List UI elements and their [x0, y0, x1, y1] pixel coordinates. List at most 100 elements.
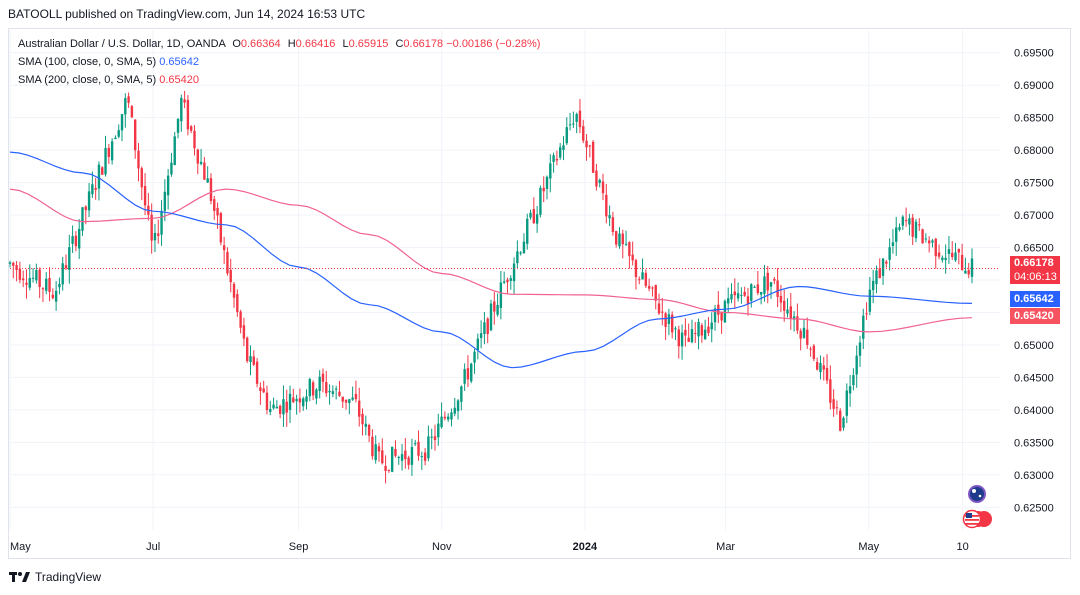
candle-body [325, 382, 328, 394]
candle [351, 386, 354, 401]
candle-body [493, 301, 496, 312]
y-tick-label: 0.69000 [1014, 80, 1054, 92]
candle [908, 213, 911, 236]
candle-body [845, 390, 849, 416]
open-value: 0.66364 [240, 38, 281, 50]
candle-body [110, 141, 114, 161]
bar-countdown: 04:06:13 [1014, 271, 1057, 283]
candle-body [265, 392, 269, 410]
candle [305, 389, 308, 410]
sma200-value: 0.65420 [159, 74, 199, 86]
candle [64, 254, 68, 270]
candle-body [189, 126, 193, 131]
candle [947, 236, 951, 264]
candle-body [918, 224, 921, 226]
candle-body [756, 284, 760, 294]
candle [216, 202, 219, 229]
candle-body [924, 238, 928, 240]
candle [450, 408, 453, 427]
candle [394, 440, 397, 458]
candle-body [483, 322, 486, 335]
candle [443, 411, 447, 421]
candle [71, 225, 74, 253]
chart-frame[interactable] [8, 28, 1071, 559]
candle-body [364, 423, 368, 427]
candle [753, 285, 756, 288]
candle [427, 425, 430, 462]
candle [871, 269, 875, 304]
candle-body [87, 191, 91, 211]
candle [575, 112, 578, 134]
candle-body [694, 332, 697, 334]
candle-body [64, 265, 68, 269]
sma200-label: SMA (200, close, 0, SMA, 5) [18, 74, 157, 86]
candle-body [8, 262, 12, 264]
candle-body [618, 233, 621, 247]
candle [367, 423, 371, 443]
candle [157, 219, 160, 244]
candle-body [466, 368, 470, 380]
candle-body [852, 375, 855, 386]
candle [377, 442, 381, 462]
candle [166, 168, 170, 210]
candle [542, 176, 545, 203]
candle [430, 428, 433, 450]
candle-body [842, 417, 845, 428]
candle [558, 143, 562, 160]
candle [664, 311, 667, 341]
candle-body [552, 155, 555, 162]
symbol-name[interactable]: Australian Dollar / U.S. Dollar, 1D, OAN… [18, 38, 226, 50]
candle [348, 398, 351, 415]
candle-body [470, 363, 473, 382]
event-markers[interactable] [958, 481, 992, 531]
candle [743, 286, 746, 297]
candle [12, 261, 15, 279]
legend-sma200-row[interactable]: SMA (200, close, 0, SMA, 5) 0.65420 [18, 71, 540, 89]
candle-body [638, 279, 641, 281]
candle [246, 336, 249, 364]
last-price-tag: 0.66178 04:06:13 [1010, 256, 1060, 284]
candle-body [423, 452, 427, 461]
candle-body [420, 456, 424, 458]
candle-body [931, 240, 934, 243]
candle [802, 319, 806, 339]
candle-body [740, 294, 743, 296]
candle-body [456, 400, 460, 412]
candle [509, 275, 512, 290]
candle [822, 356, 825, 381]
candle-body [558, 147, 562, 158]
candle-body [750, 284, 753, 301]
candle-body [690, 329, 694, 343]
candle-body [255, 361, 259, 384]
candle [690, 319, 694, 344]
candle-body [562, 145, 565, 150]
candle [529, 209, 532, 220]
tradingview-logo[interactable]: TradingView [9, 570, 101, 584]
candle [819, 355, 822, 380]
candle-body [15, 265, 18, 271]
candle-body [143, 186, 147, 206]
candle-body [634, 260, 638, 278]
candle [400, 444, 404, 471]
candle-body [58, 283, 61, 288]
candle-body [173, 136, 176, 166]
candle [371, 429, 374, 460]
candle-body [77, 228, 81, 249]
candle [397, 455, 400, 465]
candle-body [84, 206, 87, 211]
candle-body [769, 282, 773, 287]
candle-body [792, 316, 796, 320]
candle-body [839, 410, 842, 431]
candle-body [713, 308, 717, 323]
candle [476, 333, 480, 360]
candle-body [282, 399, 285, 415]
candle-body [496, 304, 499, 315]
candle-body [371, 436, 374, 457]
legend-sma100-row[interactable]: SMA (100, close, 0, SMA, 5) 0.65642 [18, 53, 540, 71]
candle-body [545, 176, 549, 189]
change-value: −0.00186 (−0.28%) [446, 38, 541, 50]
candle [387, 469, 391, 473]
candle [54, 281, 58, 311]
candle [825, 354, 829, 385]
